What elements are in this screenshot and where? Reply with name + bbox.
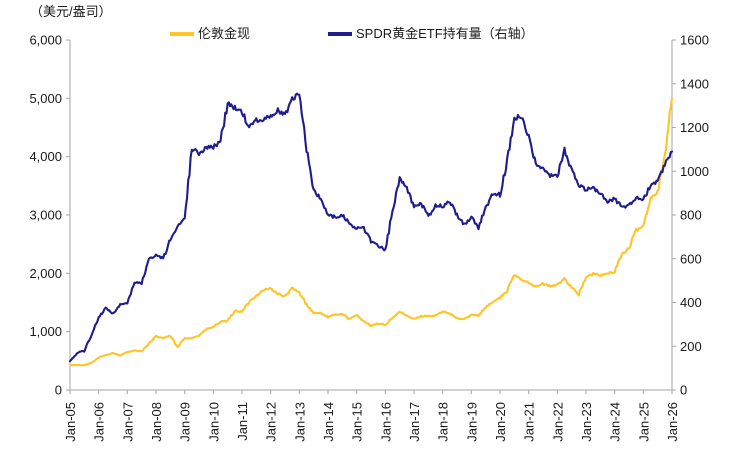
x-axis-tick-label: Jan-10 — [206, 402, 221, 442]
x-axis-tick-label: Jan-25 — [636, 402, 651, 442]
x-axis-tick-label: Jan-08 — [149, 402, 164, 442]
legend-item-navy[interactable]: SPDR黄金ETF持有量（右轴） — [328, 26, 534, 42]
y-axis-tick-label: 4,000 — [29, 149, 62, 164]
x-axis-tick-label: Jan-21 — [522, 402, 537, 442]
x-axis-tick-label: Jan-20 — [493, 402, 508, 442]
y-axis-unit-label: （美元/盎司） — [30, 4, 112, 19]
y-axis-tick-label: 0 — [55, 383, 62, 398]
x-axis-tick-label: Jan-11 — [235, 402, 250, 441]
x-axis-tick-label: Jan-15 — [350, 402, 365, 442]
x-axis-tick-label: Jan-24 — [608, 402, 623, 442]
series-line-gold-spot — [68, 97, 674, 367]
y2-axis-tick-label: 800 — [680, 208, 702, 223]
x-axis-tick-label: Jan-23 — [579, 402, 594, 442]
x-axis-tick-label: Jan-16 — [378, 402, 393, 442]
legend-label-navy: SPDR黄金ETF持有量（右轴） — [356, 26, 534, 41]
x-axis-tick-label: Jan-13 — [292, 402, 307, 442]
chart-legend: 伦敦金现 SPDR黄金ETF持有量（右轴） — [0, 26, 732, 44]
legend-swatch-navy — [328, 32, 352, 36]
x-axis-tick-label: Jan-19 — [464, 402, 479, 442]
y-axis-tick-label: 3,000 — [29, 208, 62, 223]
legend-item-gold[interactable]: 伦敦金现 — [170, 26, 250, 42]
x-axis-tick-label: Jan-06 — [92, 402, 107, 442]
x-axis-tick-label: Jan-05 — [63, 402, 78, 442]
y2-axis-tick-label: 400 — [680, 295, 702, 310]
x-axis-tick-label: Jan-18 — [436, 402, 451, 442]
x-axis-tick-label: Jan-12 — [264, 402, 279, 442]
y-axis-tick-label: 5,000 — [29, 91, 62, 106]
x-axis-tick-label: Jan-07 — [120, 402, 135, 442]
x-axis-tick-label: Jan-17 — [407, 402, 422, 442]
x-axis-tick-label: Jan-09 — [178, 402, 193, 442]
y2-axis-tick-label: 1000 — [680, 164, 709, 179]
y2-axis-tick-label: 1400 — [680, 76, 709, 91]
x-axis-tick-label: Jan-22 — [550, 402, 565, 442]
legend-label-gold: 伦敦金现 — [198, 26, 251, 41]
y2-axis-tick-label: 600 — [680, 251, 702, 266]
y-axis-tick-label: 6,000 — [29, 33, 62, 48]
x-axis-tick-label: Jan-14 — [321, 402, 336, 442]
y-axis-tick-label: 2,000 — [29, 266, 62, 281]
y2-axis-tick-label: 0 — [680, 383, 687, 398]
series-line-etf-holdings — [68, 92, 674, 363]
legend-swatch-gold — [170, 32, 194, 36]
y2-axis-tick-label: 200 — [680, 339, 702, 354]
x-axis-tick-label: Jan-26 — [665, 402, 680, 442]
y2-axis-tick-label: 1200 — [680, 120, 709, 135]
y-axis-tick-label: 1,000 — [29, 324, 62, 339]
y2-axis-tick-label: 1600 — [680, 33, 709, 48]
